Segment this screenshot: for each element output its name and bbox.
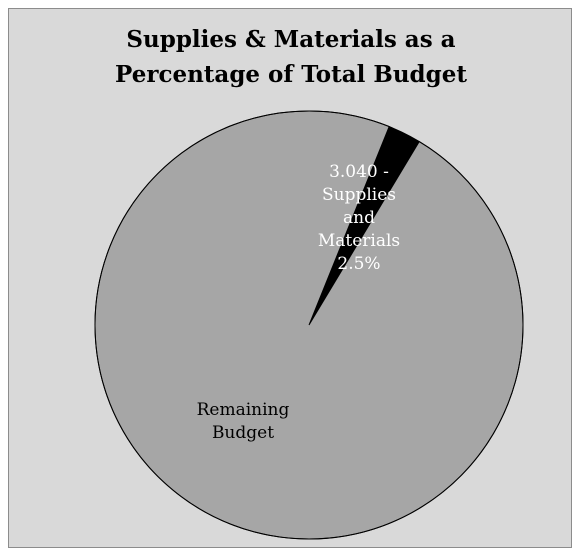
pie-label-line: and: [343, 208, 375, 228]
pie-label-line: Materials: [318, 231, 400, 251]
pie-slices: [94, 110, 524, 540]
pie-label-line: 3.040 -: [329, 162, 389, 182]
chart-title-line-1: Supplies & Materials as a: [126, 26, 455, 53]
pie-label-line: Budget: [212, 423, 274, 443]
pie-label-remaining-budget: Remaining Budget: [197, 400, 290, 443]
pie-label-line: Remaining: [197, 400, 290, 420]
pie-chart: Supplies & Materials as a Percentage of …: [94, 26, 524, 540]
chart-frame: Supplies & Materials as a Percentage of …: [8, 8, 572, 548]
chart-title-line-2: Percentage of Total Budget: [115, 61, 467, 88]
pie-outline: [94, 110, 524, 540]
pie-label-supplies-materials: 3.040 - Supplies and Materials 2.5%: [318, 162, 400, 274]
pie-label-line: Supplies: [322, 185, 396, 205]
pie-slice-remaining-budget: [94, 110, 524, 540]
pie-labels: 3.040 - Supplies and Materials 2.5% Remaining…: [197, 162, 401, 443]
pie-label-line: 2.5%: [337, 254, 380, 274]
